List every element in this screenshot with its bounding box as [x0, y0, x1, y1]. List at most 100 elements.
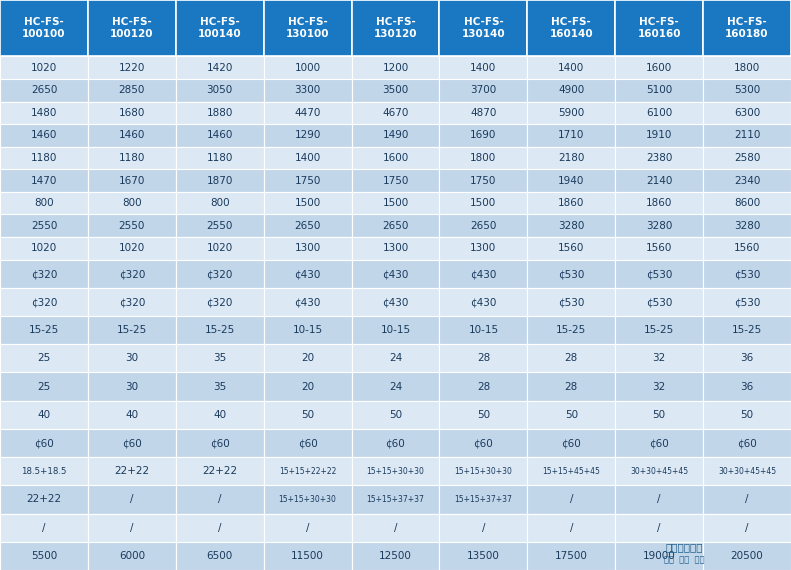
Text: /: /: [130, 494, 134, 504]
Text: ¢60: ¢60: [122, 438, 142, 448]
Text: 1750: 1750: [382, 176, 409, 186]
Text: ¢320: ¢320: [206, 268, 233, 279]
Text: 20: 20: [301, 381, 314, 392]
Bar: [351, 124, 440, 146]
Text: 32: 32: [653, 353, 666, 363]
Text: 800: 800: [34, 198, 54, 208]
Text: 1860: 1860: [646, 198, 672, 208]
Bar: [176, 457, 263, 485]
Bar: [176, 101, 263, 124]
Bar: [88, 344, 176, 372]
Bar: [615, 457, 703, 485]
Text: 35: 35: [213, 381, 226, 392]
Text: 1910: 1910: [646, 131, 672, 140]
Bar: [0, 316, 88, 344]
Text: HC-FS-
130120: HC-FS- 130120: [374, 17, 417, 39]
Text: /: /: [657, 523, 661, 533]
Bar: [703, 514, 791, 542]
Text: 4900: 4900: [558, 86, 585, 95]
Bar: [263, 169, 351, 192]
Bar: [440, 124, 528, 146]
Text: HC-FS-
100100: HC-FS- 100100: [22, 17, 66, 39]
Text: 专注  极致  创新: 专注 极致 创新: [664, 555, 705, 564]
Bar: [615, 124, 703, 146]
Bar: [703, 259, 791, 288]
Bar: [528, 485, 615, 514]
Text: ¢60: ¢60: [386, 438, 405, 448]
Bar: [440, 79, 528, 101]
Text: 1500: 1500: [294, 198, 320, 208]
Text: 40: 40: [125, 410, 138, 420]
Text: 1300: 1300: [382, 243, 409, 253]
Text: 10-15: 10-15: [293, 325, 323, 335]
Bar: [0, 429, 88, 457]
Bar: [703, 401, 791, 429]
Bar: [440, 192, 528, 214]
Bar: [176, 79, 263, 101]
Text: 1460: 1460: [119, 131, 145, 140]
Bar: [440, 542, 528, 570]
Bar: [176, 124, 263, 146]
Text: 1180: 1180: [31, 153, 57, 163]
Bar: [0, 457, 88, 485]
Text: 19000: 19000: [643, 551, 676, 561]
Text: /: /: [42, 523, 46, 533]
Text: ¢530: ¢530: [734, 268, 760, 279]
Bar: [703, 344, 791, 372]
Bar: [0, 146, 88, 169]
Bar: [703, 214, 791, 237]
Bar: [615, 79, 703, 101]
Text: 6000: 6000: [119, 551, 145, 561]
Bar: [528, 401, 615, 429]
Bar: [703, 79, 791, 101]
Text: 2650: 2650: [294, 221, 321, 231]
Text: 2550: 2550: [206, 221, 233, 231]
Text: 22+22: 22+22: [26, 494, 62, 504]
Bar: [0, 259, 88, 288]
Bar: [351, 485, 440, 514]
Text: 1300: 1300: [471, 243, 497, 253]
Text: 1020: 1020: [119, 243, 145, 253]
Text: 4470: 4470: [294, 108, 321, 118]
Bar: [440, 259, 528, 288]
Bar: [440, 344, 528, 372]
Bar: [88, 56, 176, 79]
Bar: [703, 56, 791, 79]
Text: 1710: 1710: [558, 131, 585, 140]
Text: 1680: 1680: [119, 108, 145, 118]
Bar: [615, 401, 703, 429]
Text: 15+15+30+30: 15+15+30+30: [278, 495, 336, 504]
Text: 20: 20: [301, 353, 314, 363]
Text: 20500: 20500: [731, 551, 763, 561]
Text: 10-15: 10-15: [380, 325, 411, 335]
Text: 15-25: 15-25: [117, 325, 147, 335]
Text: ¢320: ¢320: [31, 297, 57, 307]
Bar: [440, 146, 528, 169]
Bar: [176, 401, 263, 429]
Text: 15+15+37+37: 15+15+37+37: [366, 495, 425, 504]
Bar: [615, 169, 703, 192]
Text: 17500: 17500: [554, 551, 588, 561]
Text: ¢60: ¢60: [34, 438, 54, 448]
Text: 15+15+22+22: 15+15+22+22: [279, 467, 336, 476]
Text: /: /: [745, 494, 749, 504]
Text: ¢60: ¢60: [297, 438, 317, 448]
Bar: [528, 124, 615, 146]
Text: ¢60: ¢60: [649, 438, 669, 448]
Text: /: /: [570, 523, 573, 533]
Bar: [263, 457, 351, 485]
Bar: [263, 0, 351, 56]
Bar: [615, 214, 703, 237]
Text: HC-FS-
130140: HC-FS- 130140: [462, 17, 505, 39]
Bar: [440, 457, 528, 485]
Bar: [703, 429, 791, 457]
Bar: [351, 237, 440, 259]
Text: 1300: 1300: [294, 243, 320, 253]
Text: 800: 800: [122, 198, 142, 208]
Text: 22+22: 22+22: [202, 466, 237, 477]
Text: 35: 35: [213, 353, 226, 363]
Bar: [0, 542, 88, 570]
Bar: [88, 101, 176, 124]
Bar: [263, 79, 351, 101]
Text: 1500: 1500: [382, 198, 409, 208]
